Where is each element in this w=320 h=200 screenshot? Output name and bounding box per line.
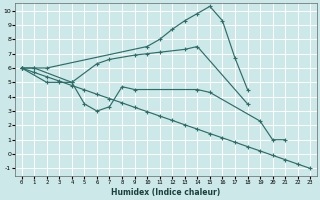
X-axis label: Humidex (Indice chaleur): Humidex (Indice chaleur) xyxy=(111,188,220,197)
